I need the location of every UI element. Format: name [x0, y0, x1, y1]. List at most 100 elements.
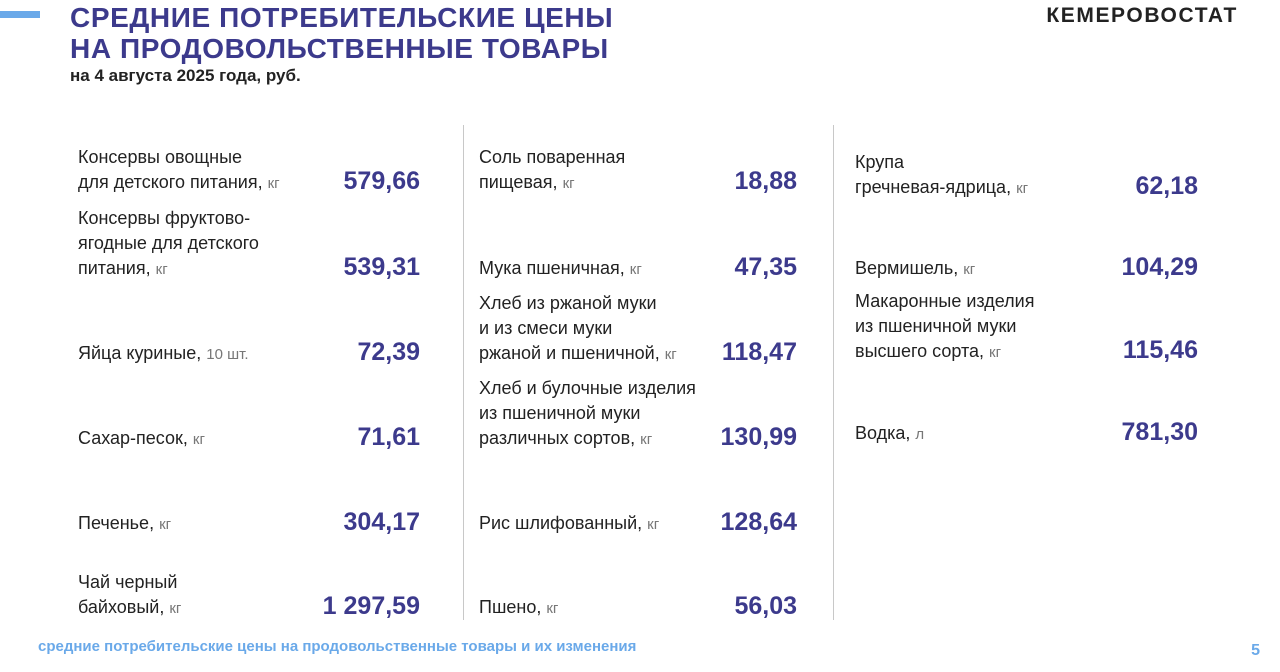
item-label-text: Вермишель,	[855, 258, 959, 278]
item-label: Крупа гречневая-ядрица, кг	[855, 150, 1028, 201]
item-unit: кг	[647, 516, 660, 533]
item-label-line: Консервы фруктово-	[78, 208, 251, 228]
item-label-line: Пшено, кг	[479, 595, 558, 621]
price-item: Хлеб и булочные изделия из пшеничной муки…	[479, 362, 797, 452]
item-price: 128,64	[720, 508, 797, 536]
item-label: Мука пшеничная, кг	[479, 256, 642, 282]
item-label-line: Консервы овощные	[78, 147, 243, 167]
column-divider-1	[463, 125, 464, 620]
item-unit: 10 шт.	[206, 346, 249, 363]
title-line-1: СРЕДНИЕ ПОТРЕБИТЕЛЬСКИЕ ЦЕНЫ	[70, 2, 614, 33]
item-unit: кг	[562, 175, 575, 192]
price-item: Макаронные изделия из пшеничной муки высше…	[855, 275, 1198, 365]
item-label-line: Рис шлифованный, кг	[479, 511, 659, 537]
item-label-text: Рис шлифованный,	[479, 513, 643, 533]
item-price: 71,61	[357, 423, 420, 451]
item-label: Консервы фруктово-ягодные для детского пи…	[78, 206, 259, 282]
item-price: 47,35	[734, 253, 797, 281]
item-unit: кг	[192, 431, 205, 448]
item-label-line: и из смеси муки	[479, 318, 613, 338]
item-label: Печенье, кг	[78, 511, 171, 537]
item-label-line: ржаной и пшеничной, кг	[479, 341, 677, 367]
item-label-text: Мука пшеничная,	[479, 258, 625, 278]
item-unit: кг	[963, 261, 976, 278]
price-item: Соль поваренная пищевая, кг 18,88	[479, 106, 797, 196]
item-label-line: высшего сорта, кг	[855, 339, 1034, 365]
item-unit: кг	[640, 431, 653, 448]
item-price: 72,39	[357, 338, 420, 366]
item-label-line: гречневая-ядрица, кг	[855, 175, 1028, 201]
price-item: Консервы овощные для детского питания, кг…	[78, 106, 420, 196]
price-item: Рис шлифованный, кг 128,64	[479, 447, 797, 537]
item-price: 18,88	[734, 167, 797, 195]
item-label-line: Мука пшеничная, кг	[479, 256, 642, 282]
price-item: Хлеб из ржаной муки и из смеси муки ржаной…	[479, 277, 797, 367]
item-price: 539,31	[343, 253, 420, 281]
footer-text: средние потребительские цены на продовол…	[38, 638, 637, 655]
item-label-line: Макаронные изделия	[855, 291, 1035, 311]
page-title: СРЕДНИЕ ПОТРЕБИТЕЛЬСКИЕ ЦЕНЫ НА ПРОДОВОЛ…	[70, 2, 613, 64]
price-item: Сахар-песок, кг 71,61	[78, 362, 420, 452]
item-price: 130,99	[720, 423, 797, 451]
price-item: Пшено, кг 56,03	[479, 531, 797, 621]
item-label: Рис шлифованный, кг	[479, 511, 659, 537]
item-label: Водка, л	[855, 421, 924, 447]
item-price: 304,17	[343, 508, 420, 536]
item-label-text: Сахар-песок,	[78, 428, 188, 448]
item-label: Чай черный байховый, кг	[78, 570, 181, 621]
item-label-text: ржаной и пшеничной,	[479, 343, 660, 363]
item-price: 781,30	[1121, 418, 1198, 446]
item-label-line: для детского питания, кг	[78, 170, 280, 196]
item-price: 579,66	[343, 167, 420, 195]
item-price: 56,03	[734, 592, 797, 620]
item-unit: кг	[989, 344, 1002, 361]
item-unit: кг	[1016, 180, 1029, 197]
item-label-line: Хлеб из ржаной муки	[479, 293, 657, 313]
item-label-text: для детского питания,	[78, 172, 263, 192]
item-label: Пшено, кг	[479, 595, 558, 621]
price-item: Печенье, кг 304,17	[78, 447, 420, 537]
item-label: Яйца куриные, 10 шт.	[78, 341, 249, 367]
item-label: Макаронные изделия из пшеничной муки высше…	[855, 289, 1034, 365]
price-item: Крупа гречневая-ядрица, кг 62,18	[855, 111, 1198, 201]
item-label: Консервы овощные для детского питания, кг	[78, 145, 280, 196]
item-label-line: Яйца куриные, 10 шт.	[78, 341, 249, 367]
price-item: Яйца куриные, 10 шт. 72,39	[78, 277, 420, 367]
item-label: Хлеб и булочные изделия из пшеничной муки…	[479, 376, 696, 452]
item-unit: кг	[546, 600, 559, 617]
item-label: Вермишель, кг	[855, 256, 975, 282]
brand-logo: КЕМЕРОВОСТАТ	[1046, 4, 1238, 27]
item-label-line: байховый, кг	[78, 595, 181, 621]
item-price: 1 297,59	[322, 592, 420, 620]
item-unit: кг	[159, 516, 172, 533]
column-divider-2	[833, 125, 834, 620]
item-label-line: питания, кг	[78, 256, 259, 282]
item-price: 104,29	[1121, 253, 1198, 281]
item-label-text: байховый,	[78, 597, 165, 617]
item-label-text: Водка,	[855, 423, 911, 443]
item-label: Сахар-песок, кг	[78, 426, 205, 452]
item-price: 62,18	[1135, 172, 1198, 200]
title-line-2: НА ПРОДОВОЛЬСТВЕННЫЕ ТОВАРЫ	[70, 33, 609, 64]
item-label-line: Крупа	[855, 152, 905, 172]
price-item: Вермишель, кг 104,29	[855, 192, 1198, 282]
item-label-text: высшего сорта,	[855, 341, 985, 361]
item-label-line: различных сортов, кг	[479, 426, 696, 452]
item-label-line: ягодные для детского	[78, 233, 259, 253]
item-unit: кг	[169, 600, 182, 617]
page-number: 5	[1251, 642, 1260, 659]
price-item: Мука пшеничная, кг 47,35	[479, 192, 797, 282]
item-label: Хлеб из ржаной муки и из смеси муки ржаной…	[479, 291, 677, 367]
item-price: 118,47	[721, 338, 797, 366]
item-label-line: Соль поваренная	[479, 147, 626, 167]
item-unit: кг	[629, 261, 642, 278]
item-unit: л	[915, 426, 925, 443]
item-label-line: из пшеничной муки	[479, 403, 641, 423]
item-label-line: Хлеб и булочные изделия	[479, 378, 696, 398]
item-label-line: Сахар-песок, кг	[78, 426, 205, 452]
price-item: Чай черный байховый, кг 1 297,59	[78, 531, 420, 621]
item-label-text: гречневая-ядрица,	[855, 177, 1012, 197]
item-unit: кг	[267, 175, 280, 192]
item-label-line: Печенье, кг	[78, 511, 171, 537]
item-label-line: Чай черный	[78, 572, 178, 592]
